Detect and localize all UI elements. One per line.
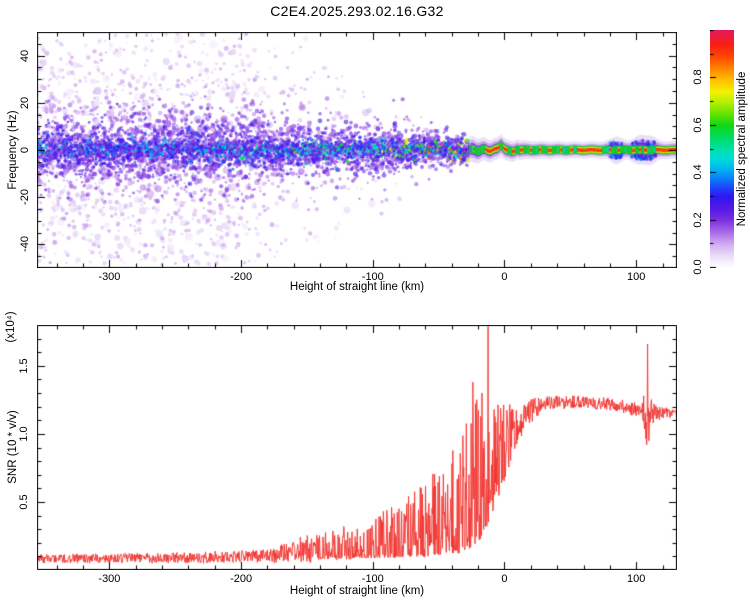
top-xaxis-label: Height of straight line (km) (289, 281, 425, 293)
bottom-yaxis-exponent: (x10⁴) (5, 311, 17, 343)
bottom-x-tick-label: -100 (361, 573, 384, 585)
colorbar (710, 30, 734, 268)
colorbar-tick-label: 0.6 (692, 117, 704, 133)
bottom-y-tick-label: 1.0 (18, 426, 30, 442)
top-y-tick-label: -20 (19, 189, 31, 206)
figure-title: C2E4.2025.293.02.16.G32 (270, 3, 444, 19)
colorbar-tick-label: 0.8 (692, 69, 704, 86)
bottom-y-tick-label: 1.5 (18, 358, 30, 374)
colorbar-tick-label: 0.2 (692, 211, 704, 228)
top-y-tick-label: 20 (19, 96, 31, 109)
top-x-tick-label: -200 (230, 271, 253, 283)
bottom-yaxis-label: SNR (10 * v/v) (7, 410, 19, 484)
top-y-tick-label: -40 (19, 236, 31, 253)
spectrogram-panel (37, 32, 677, 268)
bottom-x-tick-label: 100 (626, 573, 646, 585)
top-x-tick-label: -100 (361, 271, 384, 283)
colorbar-tick-label: 0.0 (692, 259, 704, 275)
top-x-tick-label: -300 (98, 271, 121, 283)
bottom-x-tick-label: -300 (98, 573, 121, 585)
top-x-tick-label: 100 (626, 271, 646, 283)
snr-panel (37, 325, 677, 570)
bottom-xaxis-label: Height of straight line (km) (289, 585, 425, 597)
colorbar-label: Normalized spectral amplitude (736, 71, 748, 227)
bottom-x-tick-label: -200 (230, 573, 253, 585)
bottom-x-tick-label: 0 (501, 573, 508, 585)
top-x-tick-label: 0 (501, 271, 508, 283)
bottom-y-tick-label: 0.5 (18, 494, 30, 510)
colorbar-tick-label: 0.4 (692, 164, 704, 180)
top-y-tick-label: 40 (19, 49, 31, 62)
top-yaxis-label: Frequency (Hz) (7, 110, 19, 190)
top-y-tick-label: 0 (19, 146, 31, 154)
